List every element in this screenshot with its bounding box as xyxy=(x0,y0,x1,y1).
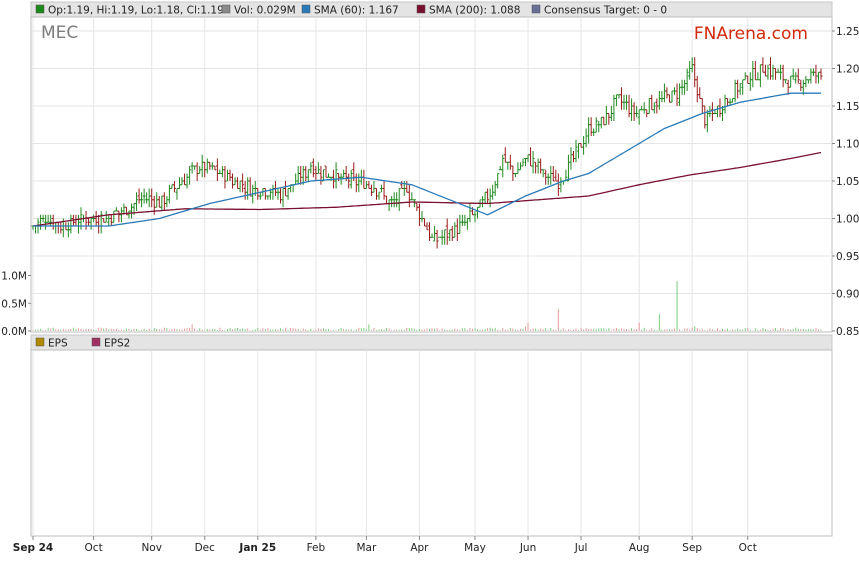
eps-legend-label: EPS xyxy=(48,338,68,350)
eps-plot-area xyxy=(30,349,833,537)
legend-swatch xyxy=(416,4,426,14)
date-tick-label: Jul xyxy=(574,542,588,554)
price-axis: 1.25 1.20 1.15 1.10 1.05 1.00 0.95 0.90 0.85 xyxy=(832,26,859,338)
price-tick-label: 0.90 xyxy=(836,289,859,301)
legend-label: SMA (200): 1.088 xyxy=(429,5,520,17)
brand-logo: FNArena.com xyxy=(694,24,808,44)
price-tick-label: 1.20 xyxy=(836,64,859,76)
ticker-label: MEC xyxy=(41,23,78,43)
eps-legend-swatch xyxy=(35,337,45,347)
price-tick-label: 0.85 xyxy=(836,326,859,338)
date-tick-label: May xyxy=(464,542,486,554)
price-tick-label: 1.10 xyxy=(836,139,859,151)
date-tick-label: Aug xyxy=(629,542,650,554)
date-tick-label: Mar xyxy=(356,542,376,554)
legend-swatch xyxy=(301,4,311,14)
top-legend: Op:1.19, Hi:1.19, Lo:1.18, Cl:1.19 Vol: 0… xyxy=(35,4,667,17)
legend-label: SMA (60): 1.167 xyxy=(314,5,399,17)
price-tick-label: 1.00 xyxy=(836,214,859,226)
date-tick-label: Sep xyxy=(682,542,702,554)
gridlines xyxy=(31,17,832,332)
eps-legend-bar xyxy=(30,334,833,351)
volume-axis: 1.0M 0.5M 0.0M xyxy=(1,271,31,338)
date-tick-label: Sep 24 xyxy=(13,542,53,554)
eps-gridlines xyxy=(32,350,749,536)
date-axis: Sep 24 Oct Nov Dec Jan 25 Feb Mar Apr May Jun Jul A… xyxy=(13,536,757,554)
sma-60-line xyxy=(33,92,821,227)
volume-tick-label: 1.0M xyxy=(1,271,27,283)
date-tick-label: Dec xyxy=(195,542,216,554)
price-plot-area xyxy=(30,16,833,333)
price-tick-label: 1.05 xyxy=(836,176,859,188)
date-tick-label: Feb xyxy=(307,542,326,554)
date-tick-label: Oct xyxy=(85,542,103,554)
legend-label: Vol: 0.029M xyxy=(234,5,296,17)
eps-legend-swatch xyxy=(91,337,101,347)
date-tick-label: Oct xyxy=(739,542,757,554)
eps-legend: EPS EPS2 xyxy=(35,337,130,350)
legend-label: Consensus Target: 0 - 0 xyxy=(544,5,667,17)
date-tick-label: Jan 25 xyxy=(238,542,276,554)
date-tick-label: Jun xyxy=(519,542,536,554)
volume-tick-label: 0.5M xyxy=(1,298,27,310)
price-tick-label: 1.15 xyxy=(836,101,859,113)
legend-swatch xyxy=(531,4,541,14)
volume-bars xyxy=(32,281,822,331)
price-tick-label: 1.25 xyxy=(836,26,859,38)
date-tick-label: Apr xyxy=(410,542,429,554)
volume-tick-label: 0.0M xyxy=(1,326,27,338)
legend-swatch xyxy=(221,4,231,14)
date-tick-label: Nov xyxy=(141,542,162,554)
legend-swatch xyxy=(35,4,45,14)
legend-label: Op:1.19, Hi:1.19, Lo:1.18, Cl:1.19 xyxy=(48,5,224,17)
eps-legend-label: EPS2 xyxy=(104,338,130,350)
sma-200-line xyxy=(32,151,822,227)
price-tick-label: 0.95 xyxy=(836,251,859,263)
